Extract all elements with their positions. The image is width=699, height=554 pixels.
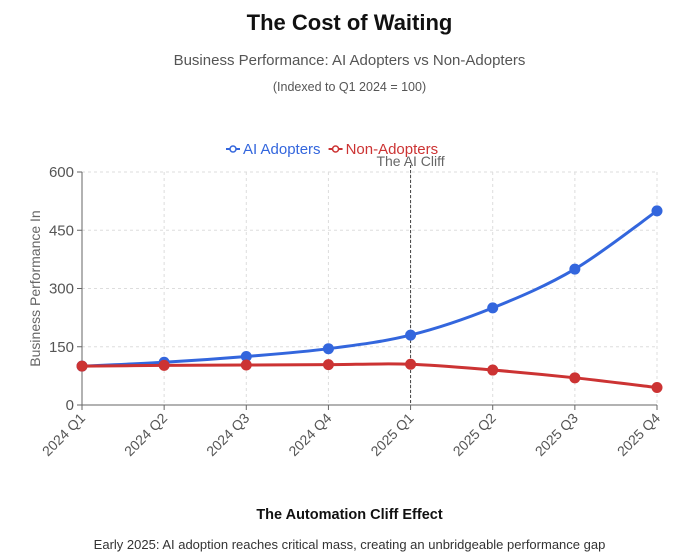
x-tick-label: 2024 Q4 [285, 410, 334, 459]
data-point [240, 350, 252, 362]
x-tick-label: 2024 Q2 [121, 410, 170, 459]
data-point [487, 364, 499, 376]
chart-title: The Cost of Waiting [246, 10, 453, 35]
data-point [569, 372, 581, 384]
y-tick-label: 300 [49, 281, 74, 298]
data-point [322, 343, 334, 355]
data-point [651, 205, 663, 217]
data-point [651, 382, 663, 394]
legend-marker [229, 145, 237, 153]
legend-marker [331, 145, 340, 153]
legend-label: Non-Adopters [346, 141, 439, 158]
data-point [76, 360, 88, 372]
series-line [81, 362, 658, 390]
annotation-label: The AI Cliff [376, 153, 444, 169]
x-tick-label: 2025 Q3 [532, 410, 581, 459]
x-tick-label: 2025 Q2 [450, 410, 499, 459]
y-tick-label: 600 [49, 164, 74, 181]
data-point [569, 263, 581, 275]
data-point [240, 359, 252, 371]
chart-note: (Indexed to Q1 2024 = 100) [272, 80, 427, 94]
y-tick-label: 450 [49, 222, 74, 239]
data-point [405, 329, 417, 341]
chart-subtitle: Business Performance: AI Adopters vs Non… [173, 52, 526, 69]
data-point [487, 302, 499, 314]
data-point [322, 359, 334, 371]
x-tick-label: 2025 Q4 [614, 410, 663, 459]
footer-title: The Automation Cliff Effect [256, 507, 443, 523]
y-axis-label: Business Performance In [27, 210, 43, 366]
data-point [405, 358, 417, 370]
x-tick-label: 2024 Q1 [39, 410, 88, 459]
x-tick-label: 2024 Q3 [203, 410, 252, 459]
legend-label: AI Adopters [243, 141, 321, 158]
data-point [158, 359, 170, 371]
footer-description: Early 2025: AI adoption reaches critical… [93, 537, 606, 552]
y-tick-label: 0 [66, 397, 74, 414]
x-tick-label: 2025 Q1 [367, 410, 416, 459]
y-tick-label: 150 [49, 339, 74, 356]
